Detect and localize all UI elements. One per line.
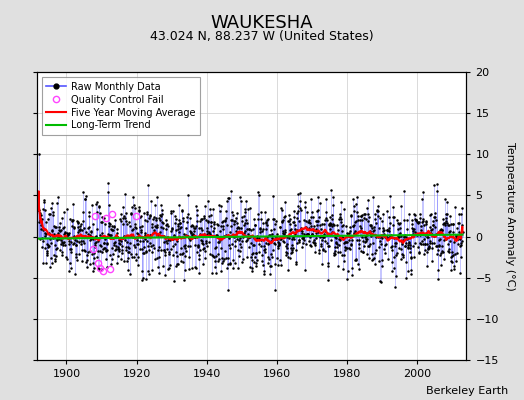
Text: Berkeley Earth: Berkeley Earth (426, 386, 508, 396)
Text: 43.024 N, 88.237 W (United States): 43.024 N, 88.237 W (United States) (150, 30, 374, 43)
Y-axis label: Temperature Anomaly (°C): Temperature Anomaly (°C) (506, 142, 516, 290)
Legend: Raw Monthly Data, Quality Control Fail, Five Year Moving Average, Long-Term Tren: Raw Monthly Data, Quality Control Fail, … (41, 77, 200, 135)
Text: WAUKESHA: WAUKESHA (211, 14, 313, 32)
